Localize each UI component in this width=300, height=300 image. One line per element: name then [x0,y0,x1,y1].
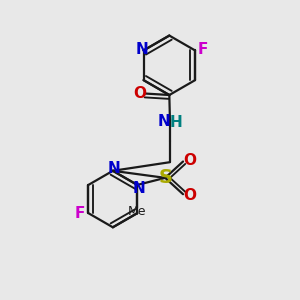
Text: O: O [183,153,196,168]
Text: N: N [158,114,170,129]
Text: N: N [132,181,145,196]
Text: F: F [197,42,208,57]
Text: N: N [136,42,148,57]
Text: F: F [74,206,85,221]
Text: Me: Me [128,205,147,218]
Text: O: O [133,86,146,101]
Text: N: N [108,161,121,176]
Text: O: O [183,188,196,203]
Text: S: S [158,168,172,188]
Text: H: H [170,116,183,130]
